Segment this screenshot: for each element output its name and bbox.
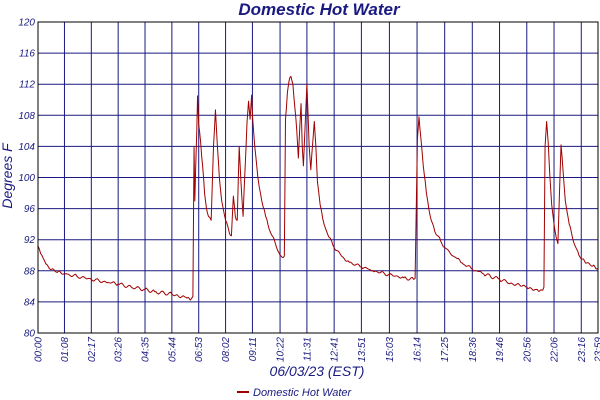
- chart-title: Domestic Hot Water: [238, 0, 401, 19]
- series-line-domestic-hot-water: [37, 75, 599, 301]
- y-tick-label: 92: [24, 235, 36, 246]
- x-axis-label: 06/03/23 (EST): [270, 363, 365, 379]
- x-tick-label: 23:59: [594, 337, 600, 363]
- y-tick-label: 104: [18, 142, 35, 153]
- x-tick-label: 05:44: [167, 337, 178, 362]
- x-tick-label: 11:31: [302, 337, 313, 361]
- x-tick-label: 23:16: [577, 337, 588, 363]
- x-tick-label: 15:03: [385, 337, 396, 362]
- x-tick-label: 10:22: [276, 337, 287, 362]
- y-tick-label: 88: [24, 266, 36, 277]
- x-tick-label: 13:51: [357, 337, 368, 362]
- x-tick-label: 20:56: [522, 337, 533, 363]
- x-tick-label: 03:26: [114, 337, 125, 362]
- y-tick-label: 80: [24, 329, 36, 340]
- y-tick-label: 96: [24, 204, 36, 215]
- legend: Domestic Hot Water: [237, 387, 353, 399]
- x-tick-label: 06:53: [194, 337, 205, 362]
- legend-label: Domestic Hot Water: [253, 387, 353, 399]
- x-tick-label: 17:25: [440, 337, 451, 362]
- y-tick-label: 112: [19, 80, 35, 91]
- x-tick-label: 12:41: [330, 337, 341, 362]
- tick-labels: 80 84 88 92 96 100 104 108 112 116 120 00:00 01:08 02…: [18, 18, 600, 364]
- x-tick-label: 01:08: [60, 337, 71, 362]
- x-tick-label: 08:02: [221, 337, 232, 362]
- y-axis-label: Degrees F: [0, 142, 15, 209]
- x-tick-label: 19:46: [495, 337, 506, 362]
- series-layer: [37, 75, 599, 301]
- x-tick-label: 16:14: [413, 337, 424, 362]
- plot-frame: [37, 21, 599, 334]
- x-tick-label: 22:06: [550, 337, 561, 363]
- grid: [37, 21, 599, 334]
- x-tick-label: 04:35: [141, 337, 152, 362]
- x-tick-label: 00:00: [34, 337, 45, 362]
- x-tick-label: 18:36: [468, 337, 479, 362]
- y-tick-label: 108: [18, 111, 35, 122]
- y-tick-label: 100: [18, 173, 35, 184]
- y-tick-label: 120: [18, 18, 35, 29]
- y-tick-label: 116: [19, 49, 35, 60]
- x-tick-label: 02:17: [87, 337, 98, 362]
- x-tick-label: 09:11: [248, 337, 259, 361]
- y-tick-label: 84: [24, 297, 36, 308]
